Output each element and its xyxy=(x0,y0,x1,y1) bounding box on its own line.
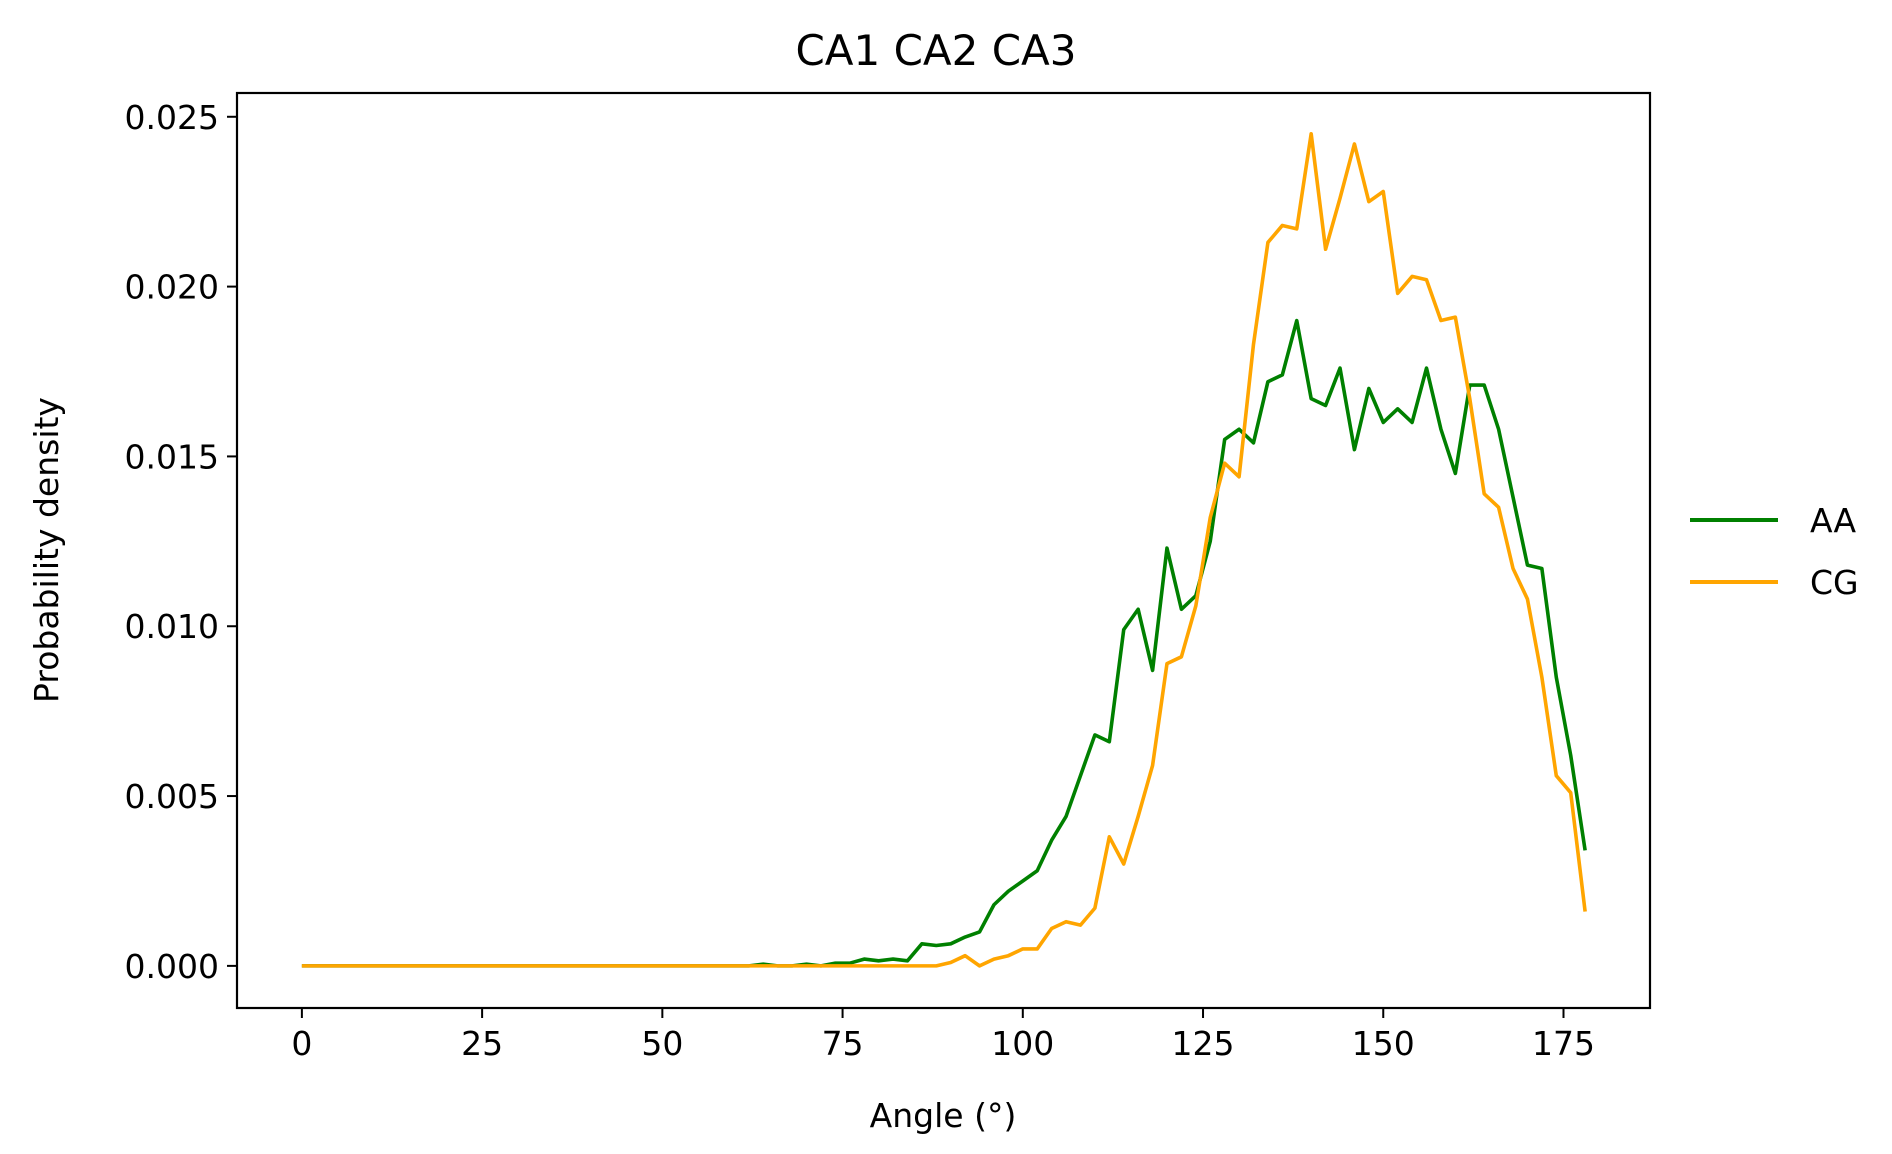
x-tick-label: 150 xyxy=(1352,1024,1415,1063)
x-tick-label: 100 xyxy=(991,1024,1054,1063)
x-tick-label: 25 xyxy=(461,1024,503,1063)
series-layer xyxy=(301,131,1587,968)
x-axis-label: Angle (°) xyxy=(870,1096,1017,1135)
y-tick-label: 0.010 xyxy=(125,607,219,646)
x-axis: 0 25 50 75 100 125 150 175 xyxy=(291,1008,1595,1063)
legend-label: AA xyxy=(1810,501,1856,540)
y-tick-label: 0.020 xyxy=(125,268,219,307)
y-tick-label: 0.000 xyxy=(125,947,219,986)
y-tick-label: 0.025 xyxy=(125,98,219,137)
series-line-aa xyxy=(301,318,1587,968)
x-tick-label: 125 xyxy=(1172,1024,1235,1063)
y-tick-label: 0.015 xyxy=(125,437,219,476)
plot-area xyxy=(235,91,1652,1010)
chart-title: CA1 CA2 CA3 xyxy=(795,26,1076,75)
legend-label: CG xyxy=(1810,563,1859,602)
legend-item-cg: CG xyxy=(1690,563,1859,602)
y-axis: 0.000 0.005 0.010 0.015 0.020 0.025 xyxy=(125,98,237,986)
plot-frame xyxy=(235,91,1652,1010)
x-tick-label: 0 xyxy=(291,1024,312,1063)
x-tick-label: 175 xyxy=(1532,1024,1595,1063)
y-axis-label: Probability density xyxy=(27,397,66,703)
x-tick-label: 50 xyxy=(641,1024,683,1063)
series-line-cg xyxy=(301,131,1587,968)
y-tick-label: 0.005 xyxy=(125,777,219,816)
legend-item-aa: AA xyxy=(1690,501,1856,540)
x-tick-label: 75 xyxy=(822,1024,864,1063)
legend: AA CG xyxy=(1690,501,1859,602)
